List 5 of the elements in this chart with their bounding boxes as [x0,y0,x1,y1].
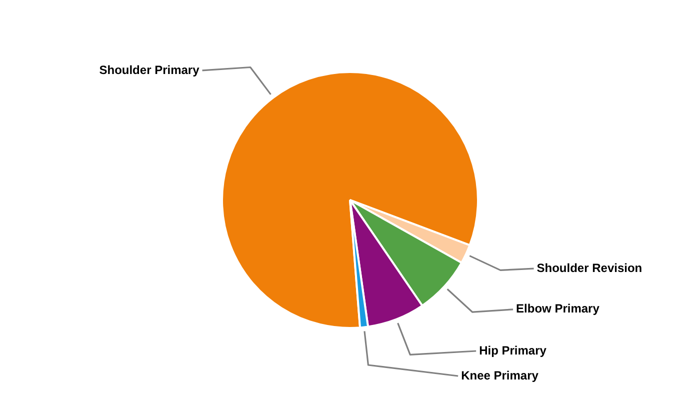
slice-label: Hip Primary [479,343,547,358]
slice-label: Shoulder Primary [99,62,200,77]
slice-label: Elbow Primary [516,302,600,316]
slice-label: Shoulder Revision [536,260,642,275]
slice-label: Knee Primary [461,368,539,382]
